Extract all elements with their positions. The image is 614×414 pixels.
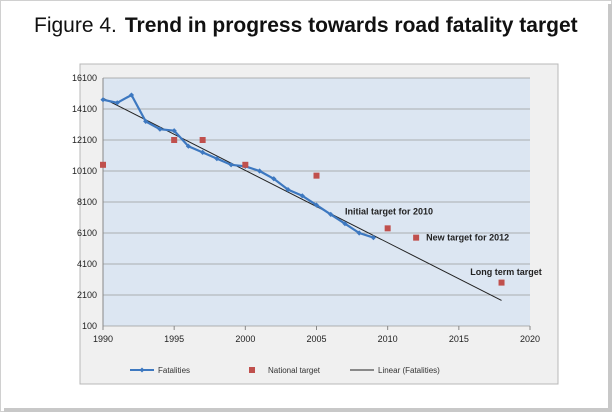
x-tick-labels: 1990 1995 2000 2005 2010 2015 2020 bbox=[93, 334, 540, 344]
y-tick-label: 8100 bbox=[77, 197, 97, 207]
legend-marker-fatalities bbox=[139, 367, 145, 373]
x-tick-label: 2010 bbox=[378, 334, 398, 344]
y-tick-label: 2100 bbox=[77, 290, 97, 300]
legend-label: Linear (Fatalities) bbox=[378, 366, 440, 375]
y-tick-labels: 100 2100 4100 6100 8100 10100 12100 14100 16100 bbox=[72, 73, 97, 331]
legend-label: Fatalities bbox=[158, 366, 190, 375]
legend-marker-national-target bbox=[249, 367, 255, 373]
y-tick-label: 10100 bbox=[72, 166, 97, 176]
fatalities-point bbox=[356, 230, 362, 236]
chart-legend: Fatalities National target Linear (Fatalit… bbox=[130, 366, 440, 375]
frame-shadow-bottom bbox=[4, 408, 612, 412]
fatalities-point bbox=[328, 211, 334, 217]
x-tick-label: 2020 bbox=[520, 334, 540, 344]
fatalities-point bbox=[214, 156, 220, 162]
y-tick-label: 6100 bbox=[77, 228, 97, 238]
fatalities-point bbox=[285, 187, 291, 193]
fatalities-point bbox=[299, 193, 305, 199]
fatalities-point bbox=[313, 202, 320, 208]
fatalities-point bbox=[114, 100, 120, 106]
figure-title: Figure 4. Trend in progress towards road … bbox=[34, 14, 578, 38]
national-target-point bbox=[413, 234, 420, 241]
chart-title: Trend in progress towards road fatality … bbox=[124, 14, 578, 37]
y-tick-label: 4100 bbox=[77, 259, 97, 269]
y-tick-label: 100 bbox=[82, 321, 97, 331]
gridlines bbox=[102, 77, 531, 330]
national-target-point bbox=[100, 161, 106, 168]
national-target-point bbox=[242, 161, 249, 168]
national-target-point bbox=[171, 137, 178, 143]
x-tick-label: 2000 bbox=[235, 334, 255, 344]
legend-label: National target bbox=[268, 366, 321, 375]
fatalities-point bbox=[100, 97, 106, 103]
chart-series bbox=[100, 92, 505, 301]
chart-annotations: Initial target for 2010 New target for 20… bbox=[345, 206, 542, 276]
y-tick-label: 16100 bbox=[72, 73, 97, 83]
fatalities-point bbox=[370, 235, 377, 241]
national-target-point bbox=[498, 279, 505, 286]
fatalities-point bbox=[342, 221, 348, 227]
fatalities-line bbox=[102, 93, 374, 239]
fatalities-point bbox=[171, 128, 177, 134]
national-target-point bbox=[384, 225, 391, 232]
fatalities-point bbox=[128, 92, 135, 98]
chart-annotation: New target for 2012 bbox=[426, 233, 509, 243]
national-target-point bbox=[313, 172, 320, 179]
x-tick-label: 1990 bbox=[93, 334, 113, 344]
x-tick-label: 2005 bbox=[306, 334, 326, 344]
figure-number: Figure 4. bbox=[34, 14, 117, 37]
fatalities-point bbox=[228, 162, 234, 168]
y-tick-label: 12100 bbox=[72, 135, 97, 145]
chart-annotation: Initial target for 2010 bbox=[345, 206, 433, 216]
fatalities-point bbox=[271, 176, 277, 182]
fatalities-point bbox=[256, 168, 263, 174]
chart-annotation: Long term target bbox=[470, 267, 542, 277]
national-target-point bbox=[199, 137, 206, 143]
x-tick-label: 2015 bbox=[449, 334, 469, 344]
fatalities-point bbox=[157, 126, 163, 132]
trendline-linear-fatalities bbox=[102, 97, 502, 301]
fatalities-point bbox=[185, 143, 191, 149]
y-tick-label: 14100 bbox=[72, 104, 97, 114]
fatalities-point bbox=[143, 118, 149, 124]
x-tick-label: 1995 bbox=[164, 334, 184, 344]
fatalities-point bbox=[200, 149, 206, 155]
frame-shadow-right bbox=[608, 4, 612, 412]
